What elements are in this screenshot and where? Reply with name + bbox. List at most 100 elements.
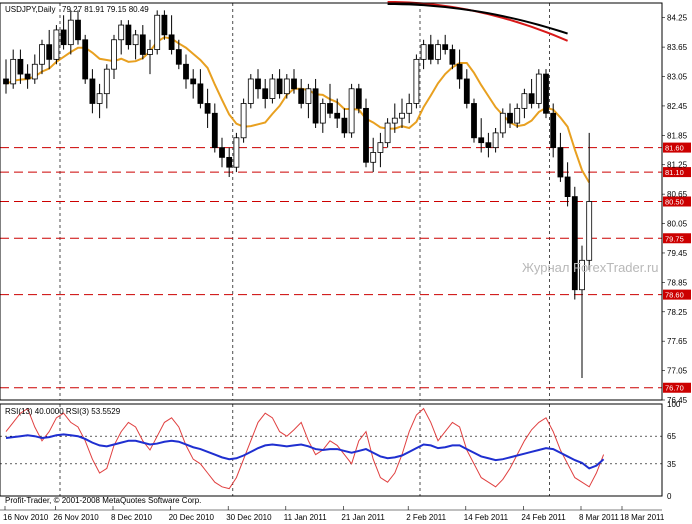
candle-body [247,78,254,104]
candle-body [103,68,110,95]
rsi-13-line [5,433,605,470]
x-axis-tick-label: 30 Dec 2010 [226,513,272,522]
candle-body [211,112,218,148]
candle-body [39,44,45,65]
candle-body [82,39,89,80]
level-price-tag [663,382,691,393]
level-price-label: 78.60 [665,291,684,300]
candle-body [175,49,182,65]
candle-body [521,93,528,109]
candle-body [291,78,297,90]
candle-body [586,201,593,261]
candle-body [492,132,499,148]
candle-body [139,34,146,55]
candle-body [535,73,542,104]
moving-average-orange-line [5,36,591,184]
candle-body [478,137,485,144]
candle-body [226,156,233,168]
candle-body [579,259,585,291]
candle-body [420,44,427,60]
candle-body [312,88,319,124]
candle-body [168,34,175,50]
price-y-tick-label: 80.05 [667,220,688,229]
candle-body [348,88,355,134]
candle-body [132,34,139,46]
candle-body [463,78,470,104]
price-y-tick-label: 83.65 [667,43,688,52]
candle-body [269,78,276,99]
candle-body [262,88,269,99]
candle-body [24,73,31,80]
candle-body [485,142,492,148]
level-price-label: 80.50 [665,198,684,207]
level-price-tag [663,167,691,178]
candle-body [161,14,168,36]
rsi-y-tick-label: 100 [667,400,681,409]
copyright-text: Profit-Trader, © 2001-2008 MetaQuotes So… [5,496,201,505]
rsi-panel-frame [0,403,663,497]
x-axis-tick-label: 24 Feb 2011 [521,513,566,522]
candle-body [571,196,578,291]
candle-body [305,88,312,104]
candle-body [442,44,449,50]
price-y-tick-label: 77.65 [667,337,688,346]
rsi-y-tick-label: 35 [667,460,676,469]
candle-body [31,63,38,80]
candle-body [46,44,53,60]
candle-body [219,147,225,158]
candle-body [96,93,103,104]
candle-body [327,103,333,114]
price-y-tick-label: 82.45 [667,102,688,111]
price-y-tick-label: 79.45 [667,249,688,258]
x-axis-tick-label: 21 Jan 2011 [341,513,385,522]
moving-average-black-line [387,3,568,35]
candle-body [319,103,326,124]
candle-body [564,176,571,197]
candle-body [413,58,420,104]
price-panel-frame [0,2,663,401]
candle-body [471,103,477,139]
candle-body [557,147,564,178]
price-y-tick-label: 83.05 [667,73,688,82]
candle-body [550,112,557,148]
candle-body [89,78,96,104]
candle-body [543,73,549,114]
level-price-tag [663,196,691,207]
candle-body [377,142,384,153]
candle-body [67,19,74,46]
level-price-label: 79.75 [665,234,684,243]
candle-body [384,122,391,144]
candle-body [10,58,17,85]
x-axis-tick-label: 8 Dec 2010 [111,513,152,522]
x-axis-tick-label: 26 Nov 2010 [53,513,99,522]
candle-body [427,44,434,60]
price-y-tick-label: 78.85 [667,278,688,287]
price-y-tick-label: 81.85 [667,131,688,140]
price-y-tick-label: 84.25 [667,14,688,23]
x-axis-tick-label: 20 Dec 2010 [169,513,215,522]
candle-body [355,88,362,109]
candle-body [183,63,189,80]
rsi-header: RSI(13) 40.0000 RSI(3) 53.5529 [5,407,121,416]
candle-body [17,58,24,75]
price-y-tick-label: 76.45 [667,396,688,405]
x-axis-tick-label: 14 Feb 2011 [464,513,509,522]
x-axis-tick-label: 2 Feb 2011 [406,513,446,522]
candle-body [283,78,290,95]
candle-body [3,78,9,85]
moving-average-red-line [387,1,568,42]
candle-body [499,112,506,134]
watermark-text: Журнал ForexTrader.ru [522,260,659,275]
chart-header-ohlc: 79.27 81.91 79.15 80.49 [62,5,149,14]
candle-body [190,78,197,85]
rsi-y-tick-label: 65 [667,432,676,441]
rsi-3-line [5,407,605,490]
level-price-tag [663,233,691,244]
level-price-label: 81.60 [665,144,684,153]
candle-body [60,29,67,46]
candle-body [341,117,348,134]
candle-body [298,88,305,104]
candle-body [147,49,153,55]
